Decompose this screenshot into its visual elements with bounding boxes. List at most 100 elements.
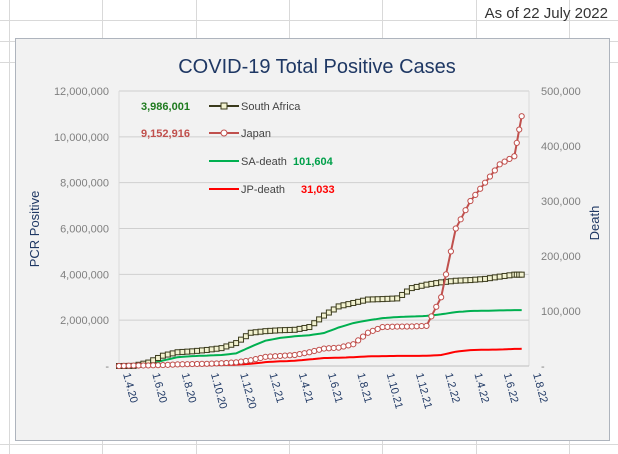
data-point xyxy=(359,333,367,340)
data-point xyxy=(428,280,435,287)
data-point xyxy=(482,275,489,282)
data-point xyxy=(155,354,162,361)
data-point xyxy=(237,358,245,365)
data-point xyxy=(213,345,220,352)
y-tick-label: 12,000,000 xyxy=(54,86,109,98)
data-point xyxy=(467,197,474,205)
data-point xyxy=(433,303,440,310)
data-point xyxy=(272,327,279,334)
data-point xyxy=(184,348,191,355)
data-point xyxy=(467,277,474,284)
data-point xyxy=(247,329,254,336)
data-point xyxy=(486,173,494,180)
data-point xyxy=(501,272,508,279)
y2-tick-label: 100,000 xyxy=(541,306,581,318)
data-point xyxy=(428,313,435,320)
data-point xyxy=(189,348,196,355)
legend-label: Japan xyxy=(241,128,271,140)
y-axis-label: PCR Positive xyxy=(27,191,42,268)
data-point xyxy=(218,345,225,352)
data-point xyxy=(306,349,313,356)
data-point xyxy=(462,207,469,214)
x-tick-label: 1.4.20 xyxy=(120,372,140,405)
data-point xyxy=(506,155,513,163)
x-tick-label: 1.6.21 xyxy=(325,372,345,405)
x-tick-label: 1.4.22 xyxy=(472,372,492,405)
data-point xyxy=(457,216,464,223)
data-point xyxy=(452,277,459,284)
data-point xyxy=(457,277,464,284)
data-point xyxy=(335,344,342,351)
data-point xyxy=(257,354,264,362)
grid-lines xyxy=(119,90,529,321)
data-point xyxy=(491,274,498,281)
data-point xyxy=(389,295,396,302)
data-point xyxy=(408,285,415,292)
data-point xyxy=(345,301,352,308)
data-point xyxy=(491,167,498,174)
data-point xyxy=(481,179,489,186)
x-tick-label: 1.8.22 xyxy=(530,372,550,405)
data-point xyxy=(472,276,479,283)
data-point xyxy=(369,296,376,303)
data-point xyxy=(296,350,303,358)
data-point xyxy=(350,299,357,306)
as-of-date: As of 22 July 2022 xyxy=(484,5,608,22)
series-layer xyxy=(115,113,525,370)
data-point xyxy=(379,296,386,303)
data-point xyxy=(301,350,308,357)
data-point xyxy=(194,347,201,354)
data-point xyxy=(330,306,337,313)
data-point xyxy=(198,347,205,354)
data-point xyxy=(291,326,298,333)
data-point xyxy=(242,357,250,365)
legend: South Africa 3,986,001 Japan 9,152,916 SA-de… xyxy=(141,101,335,196)
x-tick-label: 1.6.20 xyxy=(149,372,169,405)
data-point xyxy=(281,327,288,334)
data-point xyxy=(321,312,327,319)
legend-label: JP-death xyxy=(241,184,285,196)
data-point xyxy=(447,278,454,285)
x-tick-label: 1.4.21 xyxy=(296,372,316,405)
left-axis: - 2,000,000 4,000,000 6,000,000 8,000,000 10,… xyxy=(54,86,120,373)
y2-tick-label: 500,000 xyxy=(541,86,581,98)
data-point xyxy=(452,225,459,232)
data-point xyxy=(355,337,362,344)
data-point xyxy=(325,309,332,316)
chart-area: COVID-19 Total Positive Cases - 2,000,000… xyxy=(15,38,610,441)
data-point xyxy=(159,352,166,359)
x-tick-label: 1.2.22 xyxy=(442,372,462,405)
x-tick-label: 1.2.21 xyxy=(267,372,287,405)
data-point xyxy=(345,342,352,349)
data-point xyxy=(438,294,445,301)
x-tick-label: 1.8.20 xyxy=(179,372,199,405)
data-point xyxy=(247,357,254,364)
data-point xyxy=(164,351,171,358)
data-point xyxy=(394,295,401,302)
data-point xyxy=(203,346,210,353)
data-point xyxy=(267,327,274,334)
x-tick-label: 1.12.21 xyxy=(413,372,434,411)
data-point xyxy=(360,297,367,304)
y-tick-label: 2,000,000 xyxy=(60,315,109,327)
data-point xyxy=(335,303,342,310)
y2-axis-label: Death xyxy=(587,206,602,241)
data-point xyxy=(506,272,513,279)
data-point xyxy=(418,282,425,289)
data-point xyxy=(150,357,157,364)
data-point xyxy=(501,158,508,165)
data-point xyxy=(233,340,240,347)
x-tick-label: 1.10.21 xyxy=(384,372,405,411)
data-point xyxy=(252,356,259,363)
data-point xyxy=(486,275,493,282)
data-point xyxy=(306,324,313,331)
data-point xyxy=(516,126,523,133)
y2-tick-label: - xyxy=(541,361,545,373)
data-point xyxy=(472,191,479,198)
legend-value-label: 9,152,916 xyxy=(141,128,190,140)
data-point xyxy=(311,347,318,355)
data-point xyxy=(340,343,347,350)
data-point xyxy=(316,316,323,323)
legend-value-label: 31,033 xyxy=(301,184,335,196)
data-point xyxy=(242,333,249,340)
